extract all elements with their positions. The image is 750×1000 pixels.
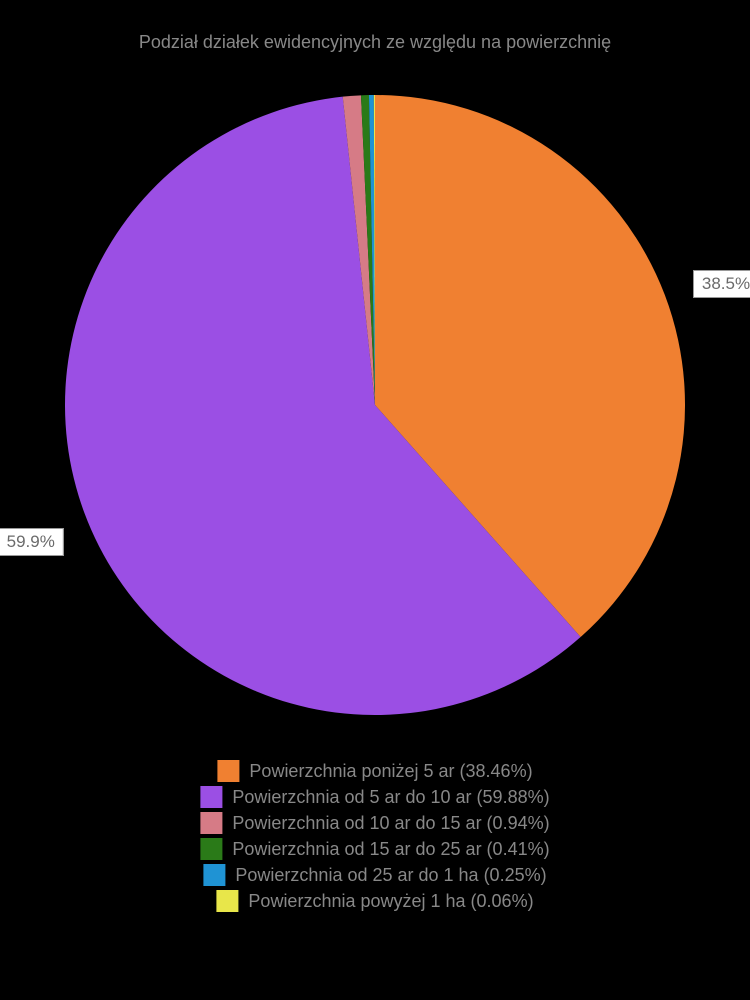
legend-item: Powierzchnia powyżej 1 ha (0.06%) [200, 890, 549, 912]
legend-item: Powierzchnia od 15 ar do 25 ar (0.41%) [200, 838, 549, 860]
legend-label: Powierzchnia powyżej 1 ha (0.06%) [248, 891, 533, 912]
legend-swatch [200, 838, 222, 860]
legend-swatch [200, 812, 222, 834]
legend-label: Powierzchnia od 5 ar do 10 ar (59.88%) [232, 787, 549, 808]
pie-slice-label: 59.9% [0, 528, 64, 556]
legend-item: Powierzchnia od 5 ar do 10 ar (59.88%) [200, 786, 549, 808]
legend: Powierzchnia poniżej 5 ar (38.46%) Powier… [200, 760, 549, 916]
legend-label: Powierzchnia poniżej 5 ar (38.46%) [249, 761, 532, 782]
legend-label: Powierzchnia od 25 ar do 1 ha (0.25%) [235, 865, 546, 886]
pie-chart: 38.5%59.9% [65, 95, 685, 715]
legend-item: Powierzchnia od 25 ar do 1 ha (0.25%) [200, 864, 549, 886]
chart-title: Podział działek ewidencyjnych ze względu… [139, 32, 611, 53]
legend-swatch [203, 864, 225, 886]
legend-swatch [217, 760, 239, 782]
pie-slice-label: 38.5% [693, 270, 750, 298]
legend-item: Powierzchnia od 10 ar do 15 ar (0.94%) [200, 812, 549, 834]
legend-item: Powierzchnia poniżej 5 ar (38.46%) [200, 760, 549, 782]
legend-label: Powierzchnia od 15 ar do 25 ar (0.41%) [232, 839, 549, 860]
legend-swatch [200, 786, 222, 808]
legend-label: Powierzchnia od 10 ar do 15 ar (0.94%) [232, 813, 549, 834]
legend-swatch [216, 890, 238, 912]
